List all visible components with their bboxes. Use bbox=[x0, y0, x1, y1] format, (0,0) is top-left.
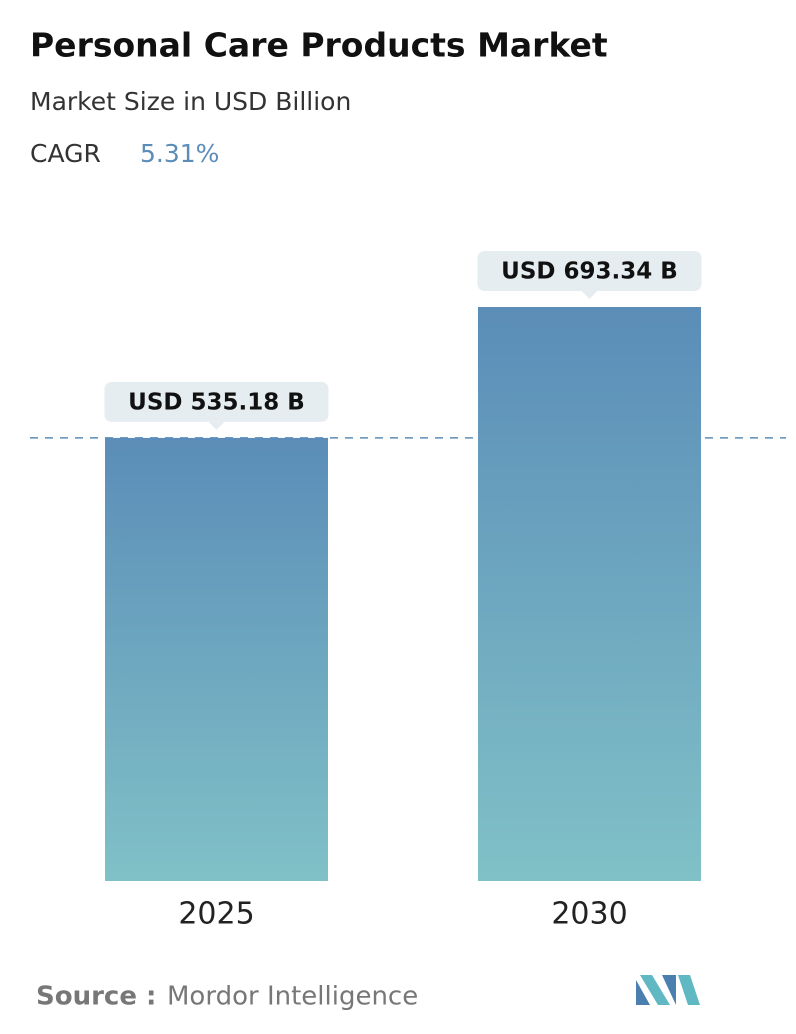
logo bbox=[636, 975, 700, 1005]
cagr-value: 5.31% bbox=[140, 139, 219, 168]
source-label: Source : bbox=[36, 982, 156, 1012]
value-label: USD 535.18 B bbox=[128, 389, 305, 415]
bar bbox=[478, 307, 701, 881]
chart-title: Personal Care Products Market bbox=[30, 26, 608, 65]
value-label-box bbox=[477, 251, 702, 291]
source: Mordor Intelligence bbox=[167, 982, 418, 1012]
value-label-pointer bbox=[581, 291, 598, 299]
value-label-box bbox=[104, 381, 329, 422]
value-label: USD 693.34 B bbox=[501, 259, 678, 285]
cagr-label: CAGR bbox=[30, 139, 101, 168]
x-tick-label: 2025 bbox=[178, 897, 254, 932]
x-tick-label: 2030 bbox=[551, 897, 627, 932]
value-label-pointer bbox=[208, 421, 225, 430]
chart-subtitle: Market Size in USD Billion bbox=[30, 87, 351, 116]
bar bbox=[105, 437, 328, 881]
